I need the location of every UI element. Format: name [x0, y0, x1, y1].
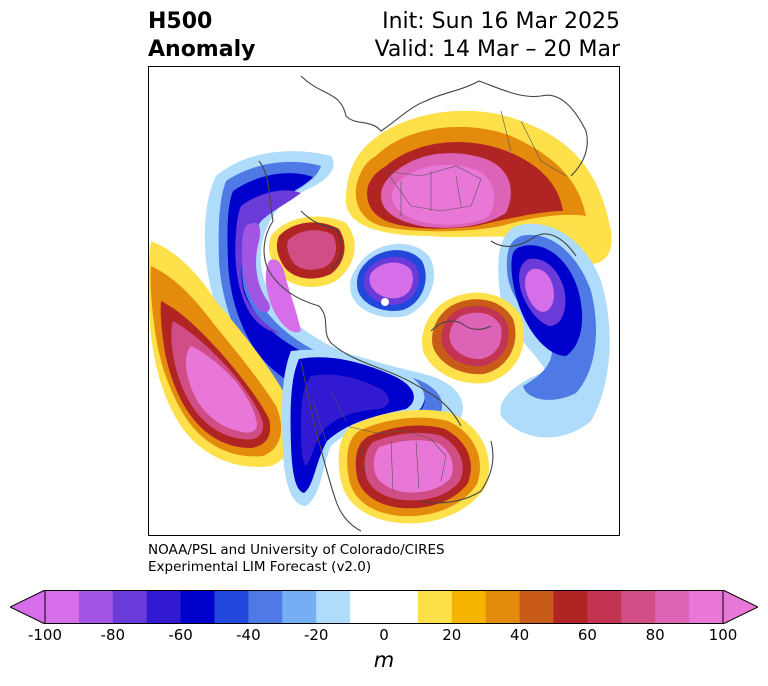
colorbar-under-arrow	[10, 590, 46, 624]
ridge-western-europe	[338, 409, 490, 524]
colorbar	[10, 590, 758, 624]
colorbar-cell	[146, 590, 182, 624]
colorbar-tick-label: 0	[379, 626, 389, 644]
colorbar-tick-label: -40	[236, 626, 261, 644]
title-left: H500 Anomaly	[148, 8, 255, 64]
colorbar-cell	[384, 590, 419, 624]
colorbar-cell	[45, 590, 80, 624]
colorbar-cell	[553, 590, 588, 624]
colorbar-cell	[689, 590, 724, 624]
political-borders	[312, 110, 567, 492]
colorbar-cell	[519, 590, 554, 624]
colorbar-tick-label: -60	[168, 626, 193, 644]
init-date: Init: Sun 16 Mar 2025	[382, 9, 620, 34]
colorbar-tick-label: -80	[100, 626, 126, 644]
colorbar-cells	[45, 590, 724, 624]
credit-text: NOAA/PSL and University of Colorado/CIRE…	[148, 542, 445, 576]
valid-range: Valid: 14 Mar – 20 Mar	[374, 37, 620, 62]
colorbar-tick-label: -100	[27, 626, 63, 644]
title-right: Init: Sun 16 Mar 2025 Valid: 14 Mar – 20…	[375, 8, 620, 64]
colorbar-cell	[248, 590, 283, 624]
colorbar-tick-label: 20	[442, 626, 462, 644]
colorbar-outline	[44, 590, 724, 624]
colorbar-unit: m	[373, 648, 395, 672]
title-variable: H500	[148, 9, 213, 34]
colorbar-cell	[417, 590, 453, 624]
colorbar-cell	[78, 590, 114, 624]
colorbar-tick-label: 100	[708, 626, 738, 644]
ridge-east-pacific	[149, 241, 295, 467]
coastlines	[258, 75, 588, 532]
colorbar-cell	[350, 590, 385, 624]
colorbar-cell	[112, 590, 148, 624]
colorbar-cell	[282, 590, 317, 624]
trough-arctic	[350, 243, 435, 318]
trough-north-pacific	[204, 151, 463, 436]
credit-line-2: Experimental LIM Forecast (v2.0)	[148, 559, 372, 575]
colorbar-over-arrow	[722, 590, 758, 624]
colorbar-cell	[587, 590, 622, 624]
anomaly-map	[148, 66, 620, 536]
ridge-siberia	[422, 292, 525, 384]
colorbar-cell	[621, 590, 656, 624]
colorbar-cell	[316, 590, 351, 624]
colorbar-tick-label: 80	[645, 626, 665, 644]
title-field: Anomaly	[148, 37, 256, 62]
anomaly-field	[149, 110, 612, 524]
colorbar-tick-label: 40	[510, 626, 530, 644]
polar-map-svg	[149, 75, 612, 532]
colorbar-ticks: -100 -80 -60 -40 -20 0 20 40 60 80 100	[0, 626, 768, 646]
colorbar-cell	[451, 590, 487, 624]
ridge-alaska	[268, 216, 355, 288]
colorbar-cell	[180, 590, 215, 624]
colorbar-cell	[655, 590, 690, 624]
colorbar-tick-label: -20	[303, 626, 329, 644]
colorbar-tick-label: 60	[577, 626, 597, 644]
trough-asia	[498, 223, 610, 438]
colorbar-cell	[214, 590, 249, 624]
colorbar-cell	[485, 590, 521, 624]
credit-line-1: NOAA/PSL and University of Colorado/CIRE…	[148, 542, 445, 558]
